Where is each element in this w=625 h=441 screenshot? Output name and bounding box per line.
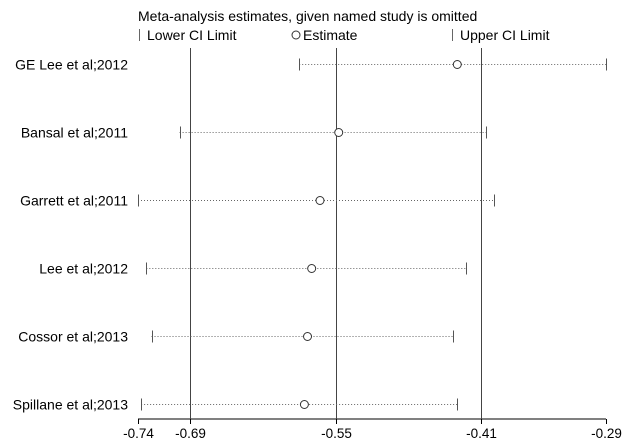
study-row: Lee et al;2012	[39, 261, 467, 277]
estimate-marker	[307, 264, 317, 273]
reference-lines	[190, 48, 482, 419]
study-rows: GE Lee et al;2012 Bansal et al;2011 Garret…	[13, 57, 607, 413]
estimate-marker	[299, 400, 309, 409]
legend-upper-label: Upper CI Limit	[460, 27, 550, 43]
x-tick-label-4: -0.29	[591, 426, 622, 441]
estimate-marker	[315, 196, 325, 205]
study-row: Spillane et al;2013	[13, 397, 458, 413]
legend: Lower CI Limit Estimate Upper CI Limit	[139, 27, 550, 43]
chart-title: Meta-analysis estimates, given named stu…	[138, 8, 477, 24]
x-tick-label-1: -0.69	[175, 426, 206, 441]
estimate-marker	[303, 332, 313, 341]
study-label: Cossor et al;2013	[18, 329, 128, 345]
study-label: GE Lee et al;2012	[15, 57, 128, 73]
study-label: Spillane et al;2013	[13, 397, 128, 413]
study-row: Garrett et al;2011	[20, 193, 495, 209]
estimate-marker	[452, 60, 462, 69]
x-axis-ticks: -0.74 -0.69 -0.55 -0.41 -0.29	[123, 419, 622, 441]
study-label: Garrett et al;2011	[20, 193, 128, 209]
x-tick-label-0: -0.74	[123, 426, 154, 441]
study-row: Cossor et al;2013	[18, 329, 454, 345]
study-row: Bansal et al;2011	[21, 125, 487, 141]
study-row: GE Lee et al;2012	[15, 57, 607, 73]
study-label: Bansal et al;2011	[21, 125, 128, 141]
x-tick-label-3: -0.41	[466, 426, 497, 441]
study-label: Lee et al;2012	[39, 261, 128, 277]
legend-lower-label: Lower CI Limit	[147, 27, 237, 43]
estimate-marker	[334, 128, 344, 137]
legend-estimate-label: Estimate	[303, 27, 358, 43]
x-tick-label-2: -0.55	[321, 426, 352, 441]
legend-estimate-marker	[291, 30, 301, 40]
